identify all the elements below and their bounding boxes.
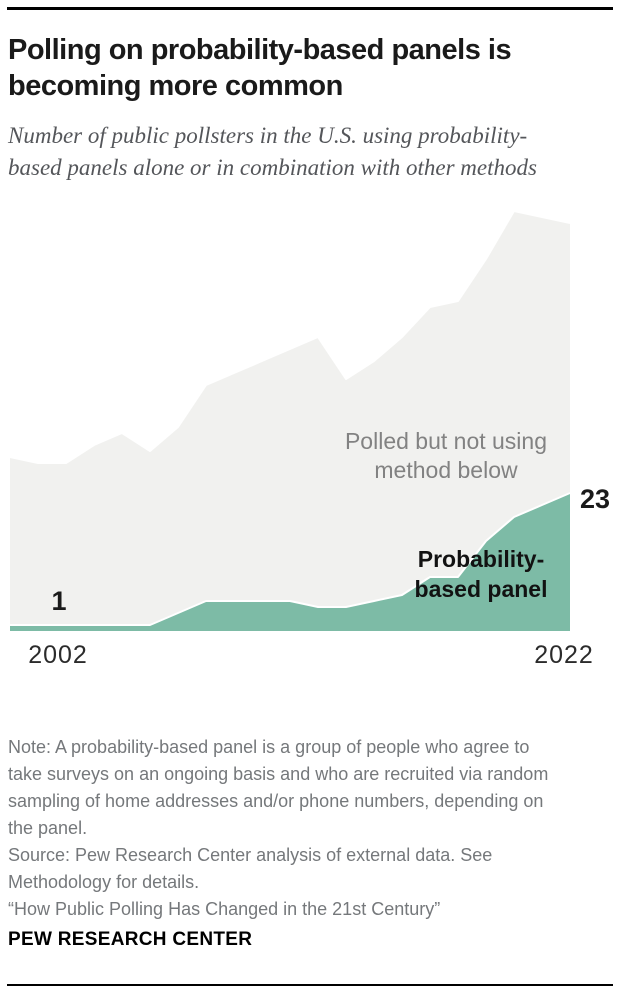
x-axis-tick-end: 2022 — [534, 641, 594, 669]
source-line: Methodology for details. — [8, 872, 200, 892]
brand-wordmark: PEW RESEARCH CENTER — [8, 929, 253, 950]
page-title-line2: becoming more common — [8, 70, 343, 102]
chart-subtitle: Number of public pollsters in the U.S. u… — [8, 120, 618, 184]
gray-area-top-edge — [9, 210, 571, 464]
report-title-line: “How Public Polling Has Changed in the 2… — [8, 899, 441, 919]
gray-series-label-line2: method below — [374, 457, 518, 483]
top-rule — [7, 7, 613, 10]
page-title: Polling on probability-based panels is b… — [8, 32, 614, 104]
note-line: sampling of home addresses and/or phone … — [8, 791, 544, 811]
source-line: Source: Pew Research Center analysis of … — [8, 845, 493, 865]
bottom-rule — [7, 984, 613, 986]
note-line: Note: A probability-based panel is a gro… — [8, 737, 530, 757]
gray-area-polled-not-using — [10, 211, 570, 631]
green-series-label: Probability- based panel — [395, 544, 567, 604]
gray-series-label: Polled but not using method below — [325, 427, 567, 485]
page-title-line1: Polling on probability-based panels is — [8, 34, 512, 66]
note-line: take surveys on an ongoing basis and who… — [8, 764, 549, 784]
note-line: the panel. — [8, 818, 88, 838]
green-area-top-edge — [10, 492, 571, 626]
chart-canvas — [9, 210, 571, 631]
green-area-probability-panel — [10, 493, 570, 631]
last-value-label: 23 — [580, 484, 611, 514]
gray-series-label-line1: Polled but not using — [344, 428, 548, 454]
green-series-label-line2: based panel — [414, 576, 548, 602]
green-series-label-line1: Probability- — [417, 546, 545, 572]
x-axis-tick-start: 2002 — [28, 641, 88, 669]
first-value-label: 1 — [51, 586, 67, 616]
chart-subtitle-line2: based panels alone or in combination wit… — [8, 155, 537, 180]
footer-notes: Note: A probability-based panel is a gro… — [8, 734, 614, 923]
chart-subtitle-line1: Number of public pollsters in the U.S. u… — [8, 123, 528, 148]
area-chart: Polled but not using method below Probab… — [9, 210, 611, 669]
